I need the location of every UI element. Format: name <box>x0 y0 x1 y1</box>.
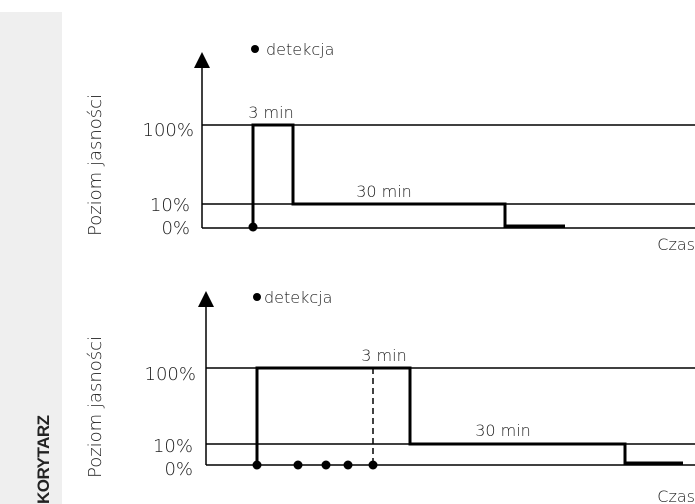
detection-dot <box>343 460 353 470</box>
detection-dot <box>252 460 262 470</box>
x-axis-label: Czas <box>657 487 695 504</box>
brightness-trace <box>251 123 565 228</box>
detection-dot <box>368 460 378 470</box>
detection-dot <box>321 460 331 470</box>
annotation-3min: 3 min <box>361 346 406 365</box>
y-axis-label: Poziom jasności <box>85 94 106 236</box>
tick-0: 0% <box>164 459 193 480</box>
brightness-trace <box>255 366 683 465</box>
panel-bottom: detekcja Poziom jasności 100% 10% 0% Cza… <box>85 288 695 504</box>
tick-10: 10% <box>153 436 193 457</box>
tick-0: 0% <box>161 218 190 239</box>
legend-label: detekcja <box>264 288 332 307</box>
annotation-30min: 30 min <box>356 182 412 201</box>
legend-label: detekcja <box>266 40 334 59</box>
panel-top: detekcja Poziom jasności 100% 10% 0% Cza… <box>85 40 695 254</box>
detection-dot <box>293 460 303 470</box>
y-axis-arrow <box>198 291 214 307</box>
annotation-30min: 30 min <box>475 421 531 440</box>
tick-100: 100% <box>145 364 196 385</box>
detection-dot <box>248 222 258 232</box>
annotation-3min: 3 min <box>248 103 293 122</box>
legend-dot <box>251 45 259 53</box>
tick-100: 100% <box>143 120 194 141</box>
x-axis-label: Czas <box>657 235 695 254</box>
y-axis-arrow <box>194 52 210 68</box>
legend-dot <box>253 293 261 301</box>
y-axis-label: Poziom jasności <box>85 336 106 478</box>
side-band <box>0 12 62 504</box>
tick-10: 10% <box>150 195 190 216</box>
